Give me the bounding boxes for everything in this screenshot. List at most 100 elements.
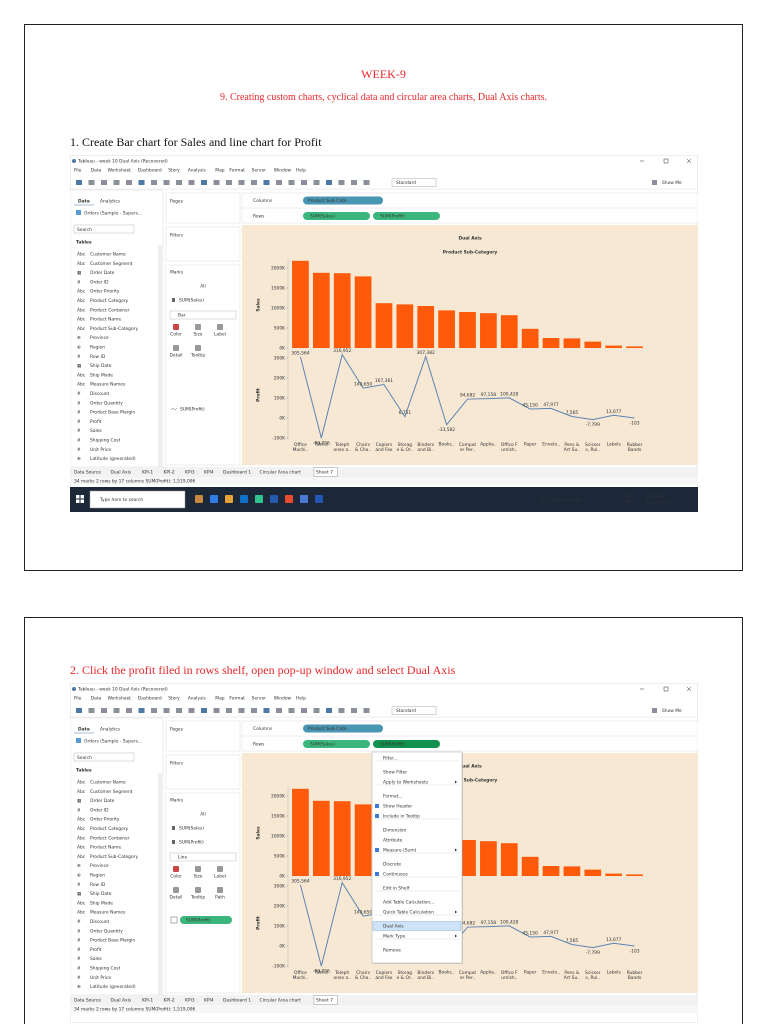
- field-name[interactable]: Order ID: [90, 807, 109, 813]
- pill-label[interactable]: SUM(Sales): [310, 214, 335, 220]
- marks-button[interactable]: Detail: [170, 895, 183, 901]
- field-name[interactable]: Order Quantity: [90, 400, 123, 406]
- field-name[interactable]: Profit: [90, 419, 102, 425]
- field-name[interactable]: Order Quantity: [90, 928, 123, 934]
- field-name[interactable]: Customer Segment: [90, 789, 133, 795]
- sheet-tab[interactable]: Dual Axis: [111, 470, 132, 476]
- marks-button[interactable]: Label: [214, 332, 226, 338]
- menu-item[interactable]: Help: [296, 168, 306, 174]
- menu-item[interactable]: Format: [229, 168, 245, 174]
- marks-button[interactable]: Color: [170, 874, 182, 880]
- marks-button[interactable]: Size: [193, 332, 202, 338]
- sheet-tab[interactable]: Sheet 7: [316, 470, 333, 476]
- sheet-tab[interactable]: Dual Axis: [111, 998, 132, 1004]
- menu-item[interactable]: Dashboard: [138, 168, 162, 174]
- field-name[interactable]: Latitude (generated): [90, 456, 136, 462]
- sheet-tab[interactable]: KPI-1: [142, 998, 153, 1004]
- field-name[interactable]: Customer Segment: [90, 261, 133, 267]
- show-me[interactable]: Show Me: [662, 180, 682, 186]
- menu-item[interactable]: Mark Type: [383, 934, 406, 940]
- marks-item[interactable]: SUM(Profit): [179, 840, 204, 846]
- pill-label[interactable]: Product Sub-Cate..: [308, 726, 349, 732]
- field-name[interactable]: Province: [90, 335, 109, 341]
- sheet-tab[interactable]: KPI4: [204, 470, 214, 476]
- sheet-tab[interactable]: Data Source: [74, 998, 101, 1004]
- sheet-tab[interactable]: Dashboard 1: [223, 998, 251, 1004]
- menu-item[interactable]: Data: [91, 696, 102, 702]
- menu-item[interactable]: Apply to Worksheets: [383, 780, 429, 786]
- field-name[interactable]: Ship Mode: [90, 900, 113, 906]
- sheet-tab[interactable]: KPI3: [185, 998, 195, 1004]
- field-name[interactable]: Row ID: [90, 882, 106, 888]
- field-name[interactable]: Order ID: [90, 279, 109, 285]
- menu-item[interactable]: Discrete: [383, 862, 401, 868]
- sheet-tab[interactable]: KPI4: [204, 998, 214, 1004]
- sheet-tab[interactable]: KPI-1: [142, 470, 153, 476]
- field-name[interactable]: Ship Date: [90, 363, 112, 369]
- menu-item[interactable]: Map: [215, 168, 224, 174]
- field-name[interactable]: Customer Name: [90, 252, 126, 258]
- sheet-tab[interactable]: Dashboard 1: [223, 470, 251, 476]
- menu-item[interactable]: Story: [168, 168, 180, 174]
- field-name[interactable]: Product Category: [90, 298, 129, 304]
- field-name[interactable]: Province: [90, 863, 109, 869]
- menu-item[interactable]: Format: [229, 696, 245, 702]
- field-name[interactable]: Product Base Margin: [90, 410, 135, 416]
- marks-button[interactable]: Label: [214, 874, 226, 880]
- sheet-tab[interactable]: KPI3: [185, 470, 195, 476]
- field-name[interactable]: Measure Names: [90, 910, 126, 916]
- field-name[interactable]: Measure Names: [90, 382, 126, 388]
- datasource[interactable]: Orders (Sample - Supers...: [84, 739, 142, 745]
- pill-label[interactable]: SUM(Profit): [380, 214, 405, 220]
- sheet-tab[interactable]: Data Source: [74, 470, 101, 476]
- marks-button[interactable]: Tooltip: [190, 353, 205, 359]
- marks-button[interactable]: Color: [170, 332, 182, 338]
- menu-item[interactable]: Measure (Sum): [383, 848, 417, 854]
- sheet-tab[interactable]: KPI-2: [164, 470, 175, 476]
- pane-tab[interactable]: Analytics: [100, 727, 121, 733]
- pane-tab[interactable]: Analytics: [100, 199, 121, 205]
- menu-item[interactable]: Server: [252, 168, 267, 174]
- field-name[interactable]: Latitude (generated): [90, 984, 136, 990]
- marks-item[interactable]: All: [200, 284, 205, 290]
- show-me[interactable]: Show Me: [662, 708, 682, 714]
- field-name[interactable]: Product Sub-Category: [90, 854, 138, 860]
- field-name[interactable]: Product Name: [90, 845, 121, 851]
- toolbar-dropdown[interactable]: Standard: [396, 708, 416, 714]
- field-name[interactable]: Unit Price: [90, 975, 111, 981]
- menu-item[interactable]: Filter...: [383, 756, 398, 762]
- datasource[interactable]: Orders (Sample - Supers...: [84, 211, 142, 217]
- pane-tab[interactable]: Data: [78, 199, 90, 205]
- menu-item[interactable]: Server: [252, 696, 267, 702]
- menu-item[interactable]: Show Filter: [383, 770, 407, 776]
- field-name[interactable]: Sales: [90, 428, 102, 434]
- mark-type[interactable]: Line: [178, 855, 187, 861]
- menu-item[interactable]: Continuous: [383, 872, 409, 878]
- field-name[interactable]: Product Category: [90, 826, 129, 832]
- field-name[interactable]: Discount: [90, 919, 110, 925]
- mark-type[interactable]: Bar: [178, 313, 186, 319]
- field-name[interactable]: Sales: [90, 956, 102, 962]
- menu-item[interactable]: File: [74, 696, 82, 702]
- field-name[interactable]: Order Date: [90, 270, 115, 276]
- menu-item[interactable]: Attribute: [383, 838, 403, 844]
- menu-item[interactable]: Dashboard: [138, 696, 162, 702]
- field-name[interactable]: Product Container: [90, 835, 130, 841]
- marks-button[interactable]: Size: [193, 874, 202, 880]
- field-name[interactable]: Ship Mode: [90, 372, 113, 378]
- menu-item[interactable]: Help: [296, 696, 306, 702]
- pane-tab[interactable]: Data: [78, 727, 90, 733]
- sheet-tab[interactable]: Circular Area chart: [260, 998, 301, 1004]
- menu-item[interactable]: Format...: [383, 794, 403, 800]
- field-name[interactable]: Product Base Margin: [90, 938, 135, 944]
- field-name[interactable]: Profit: [90, 947, 102, 953]
- field-name[interactable]: Discount: [90, 391, 110, 397]
- taskbar-search-text[interactable]: Type here to search: [99, 497, 143, 503]
- menu-item[interactable]: Dimension: [383, 828, 407, 834]
- field-name[interactable]: Ship Date: [90, 891, 112, 897]
- menu-item[interactable]: Add Table Calculation...: [383, 900, 434, 906]
- pill-label[interactable]: Product Sub-Cate..: [308, 198, 349, 204]
- field-name[interactable]: Region: [90, 345, 105, 351]
- sheet-tab[interactable]: KPI-2: [164, 998, 175, 1004]
- menu-item[interactable]: Window: [274, 168, 292, 174]
